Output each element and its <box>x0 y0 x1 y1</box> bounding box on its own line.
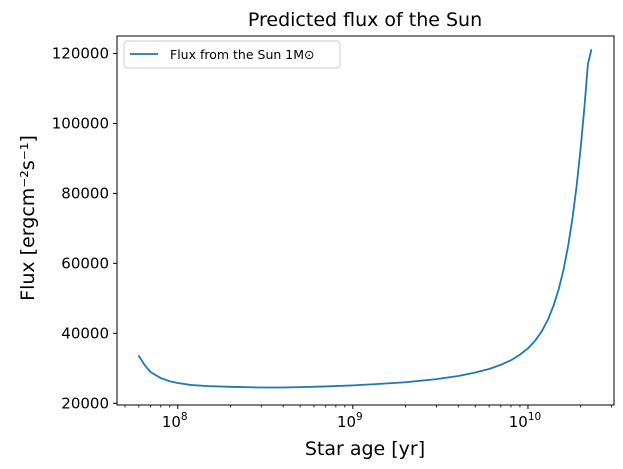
x-tick-label: 109 <box>337 411 363 431</box>
x-axis-label: Star age [yr] <box>305 438 425 460</box>
y-tick-label: 100000 <box>52 114 109 132</box>
y-tick-label: 80000 <box>61 184 109 202</box>
y-tick-label: 60000 <box>61 254 109 272</box>
x-tick-label: 1010 <box>509 411 541 431</box>
series-line-1 <box>137 49 593 389</box>
legend-label-series-1: Flux from the Sun 1M⊙ <box>170 47 314 62</box>
y-tick-label: 20000 <box>61 394 109 412</box>
legend: Flux from the Sun 1M⊙ <box>123 40 341 69</box>
plot-area: 20000 40000 60000 80000 100000 120000 108 109 10… <box>52 35 615 431</box>
legend-frame <box>123 40 341 69</box>
y-tick-label: 120000 <box>52 44 109 62</box>
x-tick-label: 108 <box>162 411 188 431</box>
y-axis-label: Flux [ergcm⁻²s⁻¹] <box>17 135 39 301</box>
axes-frame <box>116 35 615 406</box>
y-tick-label: 40000 <box>61 324 109 342</box>
chart-title: Predicted flux of the Sun <box>248 9 482 31</box>
